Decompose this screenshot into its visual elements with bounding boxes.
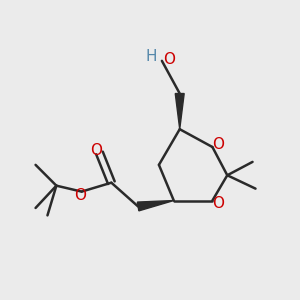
Text: O: O xyxy=(212,196,224,211)
Polygon shape xyxy=(137,200,174,211)
Polygon shape xyxy=(175,94,184,129)
Text: O: O xyxy=(164,52,175,67)
Text: O: O xyxy=(74,188,86,203)
Text: O: O xyxy=(212,136,224,152)
Text: H: H xyxy=(146,49,158,64)
Text: O: O xyxy=(90,142,102,158)
